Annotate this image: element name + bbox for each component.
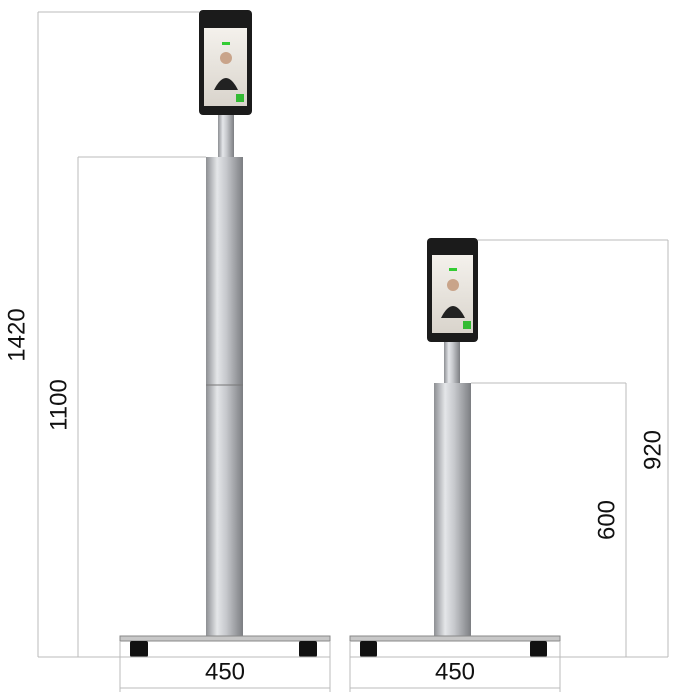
right-stand: [349, 238, 561, 657]
dimension-label: 450: [435, 658, 475, 685]
dimension-label: 920: [639, 430, 666, 470]
dimension-label: 1420: [3, 308, 30, 361]
dimension-label: 600: [593, 500, 620, 540]
left-dimensions: [37, 11, 331, 692]
right-dimensions: [349, 239, 669, 692]
dimension-label: 1100: [45, 379, 72, 431]
left-stand: [119, 10, 331, 657]
dimension-label: 450: [205, 658, 245, 685]
